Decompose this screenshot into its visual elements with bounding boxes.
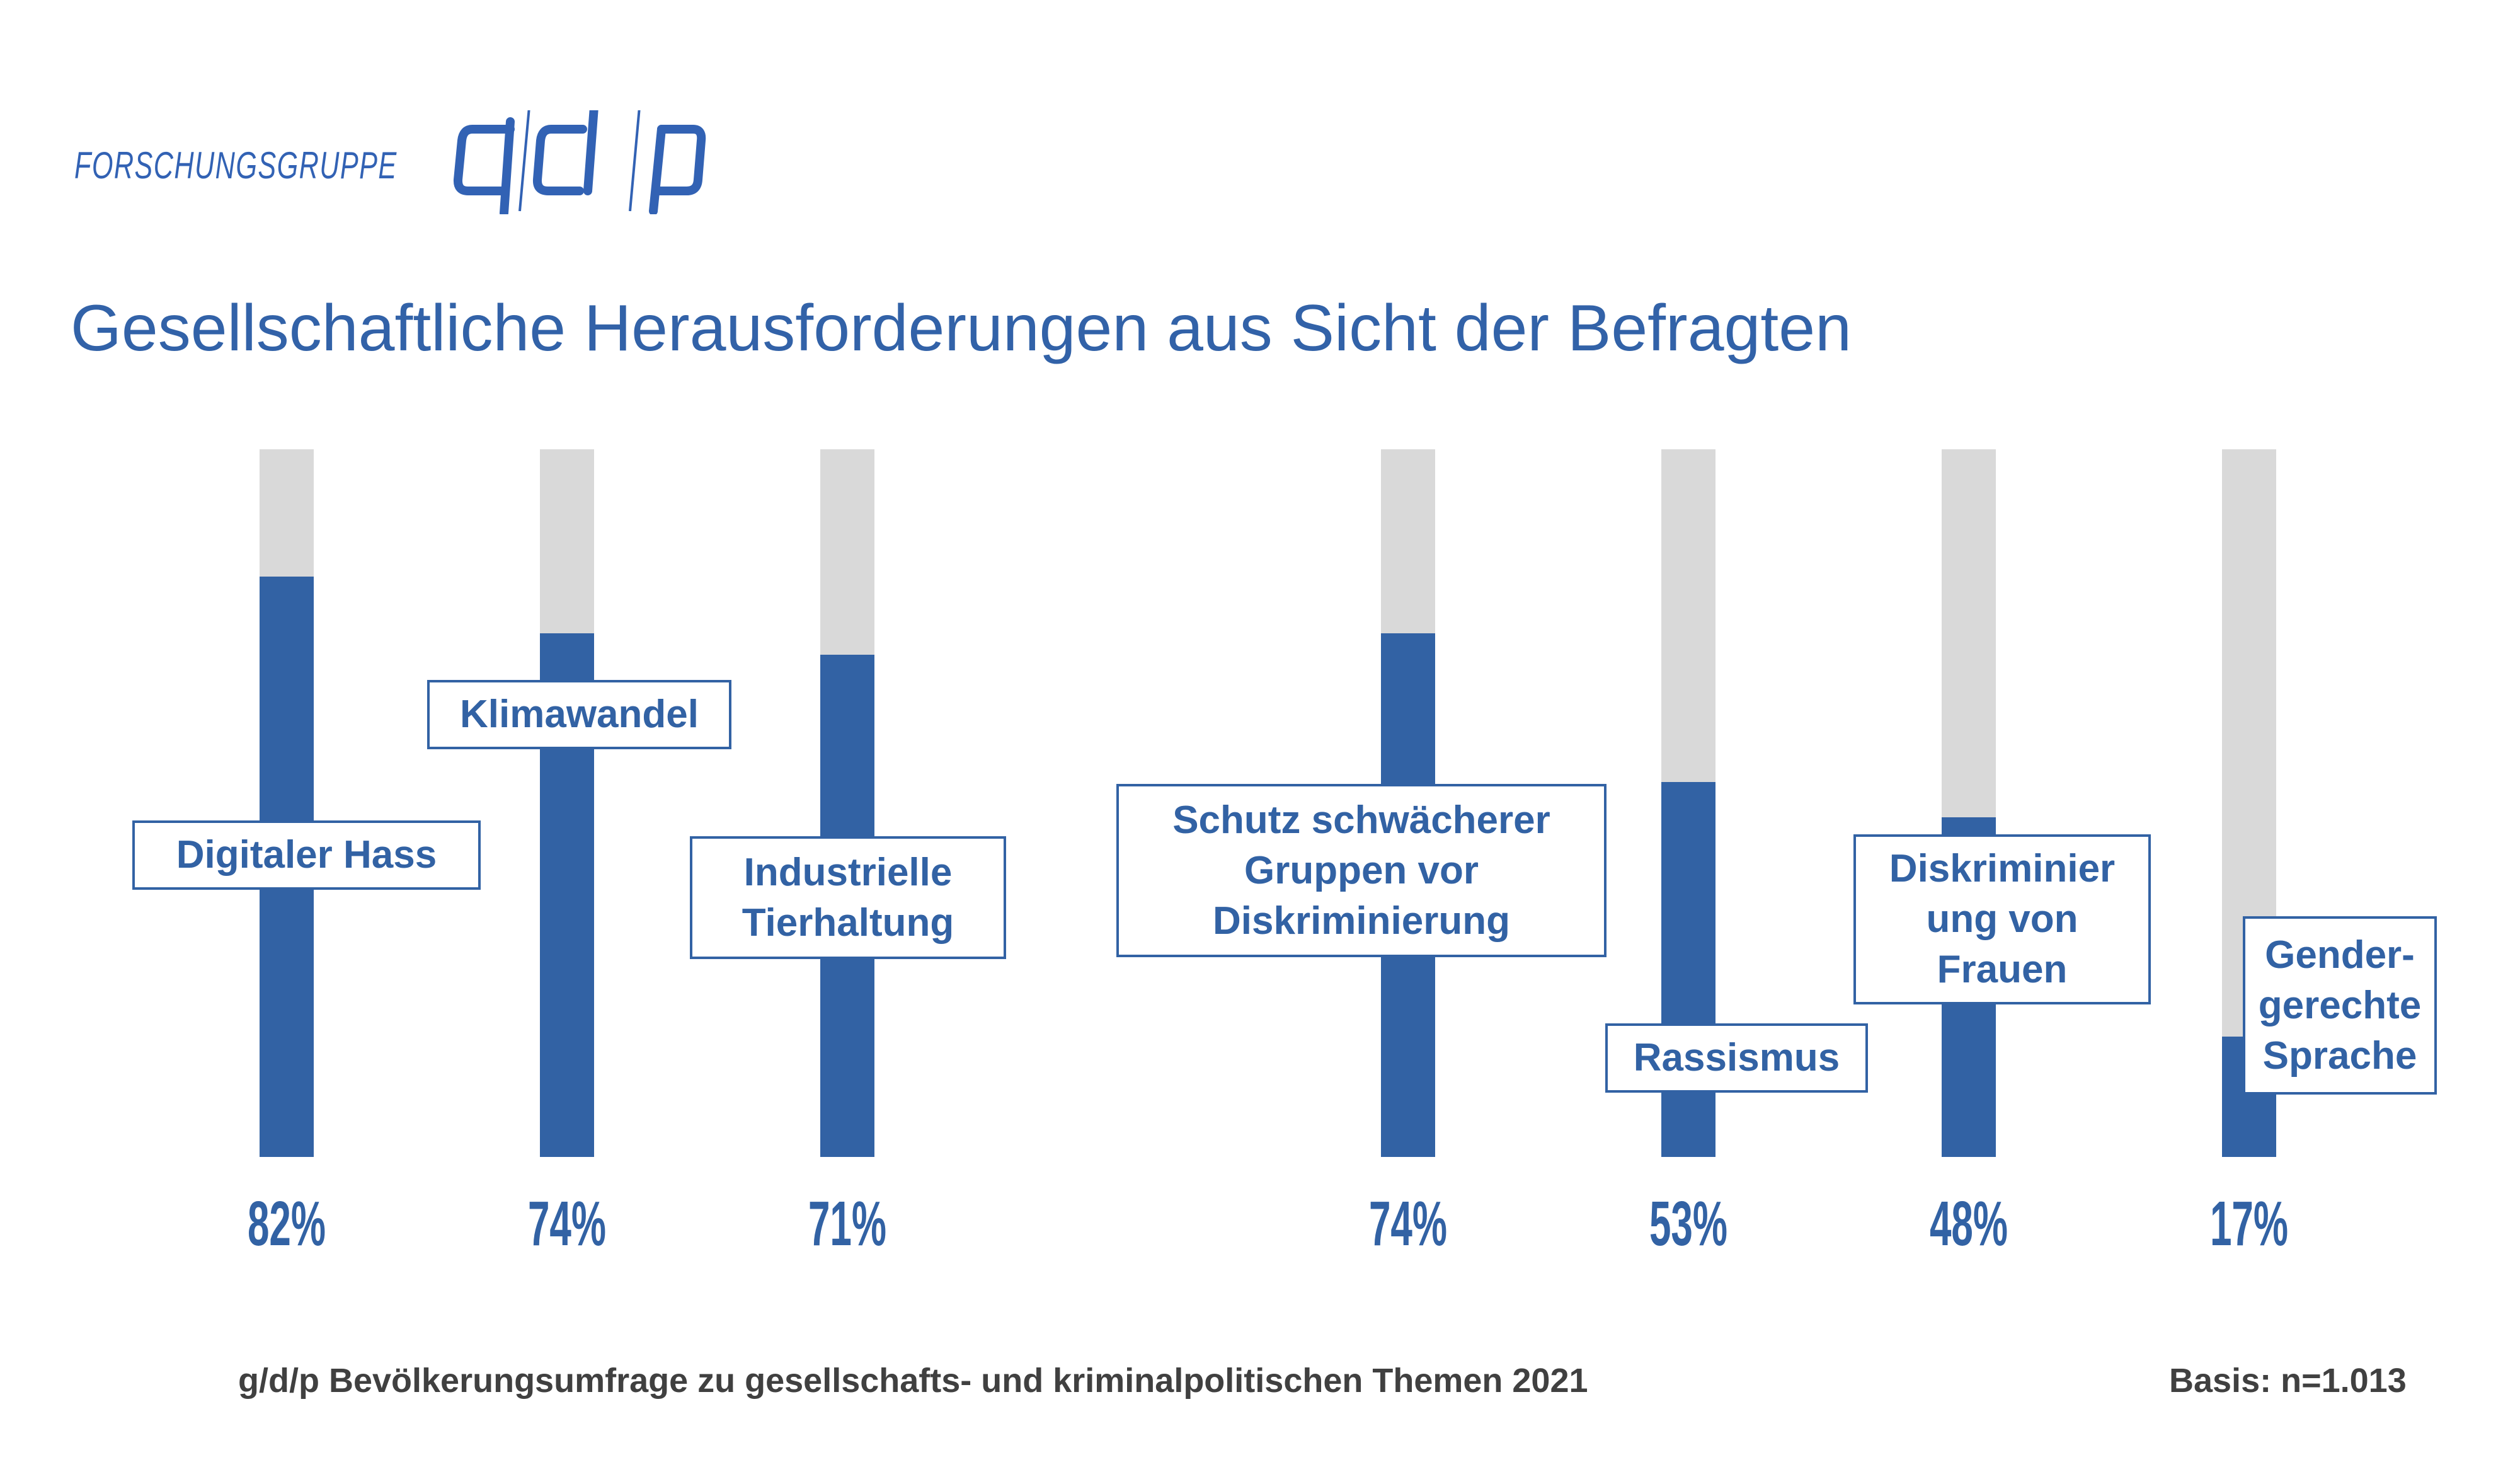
category-label: Digitaler Hass xyxy=(132,820,481,890)
value-label: 82% xyxy=(247,1188,326,1259)
sample-size-note: Basis: n=1.013 xyxy=(2169,1362,2407,1400)
value-label: 74% xyxy=(1368,1188,1448,1259)
category-label: Schutz schwächerer Gruppen vor Diskrimin… xyxy=(1116,784,1606,957)
value-label: 53% xyxy=(1649,1188,1728,1259)
category-label: Rassismus xyxy=(1605,1023,1868,1093)
gdp-logo-icon xyxy=(453,110,706,214)
category-label: Diskriminier ung von Frauen xyxy=(1853,834,2151,1004)
category-label: Gender- gerechte Sprache xyxy=(2243,916,2437,1095)
value-label: 17% xyxy=(2209,1188,2289,1259)
value-label: 71% xyxy=(808,1188,887,1259)
bar xyxy=(1661,781,1715,1157)
chart-title: Gesellschaftliche Herausforderungen aus … xyxy=(71,292,1852,365)
value-label: 48% xyxy=(1929,1188,2008,1259)
value-label: 74% xyxy=(527,1188,607,1259)
category-label: Industrielle Tierhaltung xyxy=(690,836,1006,959)
source-note: g/d/p Bevölkerungsumfrage zu gesellschaf… xyxy=(238,1362,1588,1400)
logo-text: FORSCHUNGSGRUPPE xyxy=(74,144,398,187)
category-label: Klimawandel xyxy=(427,680,731,749)
